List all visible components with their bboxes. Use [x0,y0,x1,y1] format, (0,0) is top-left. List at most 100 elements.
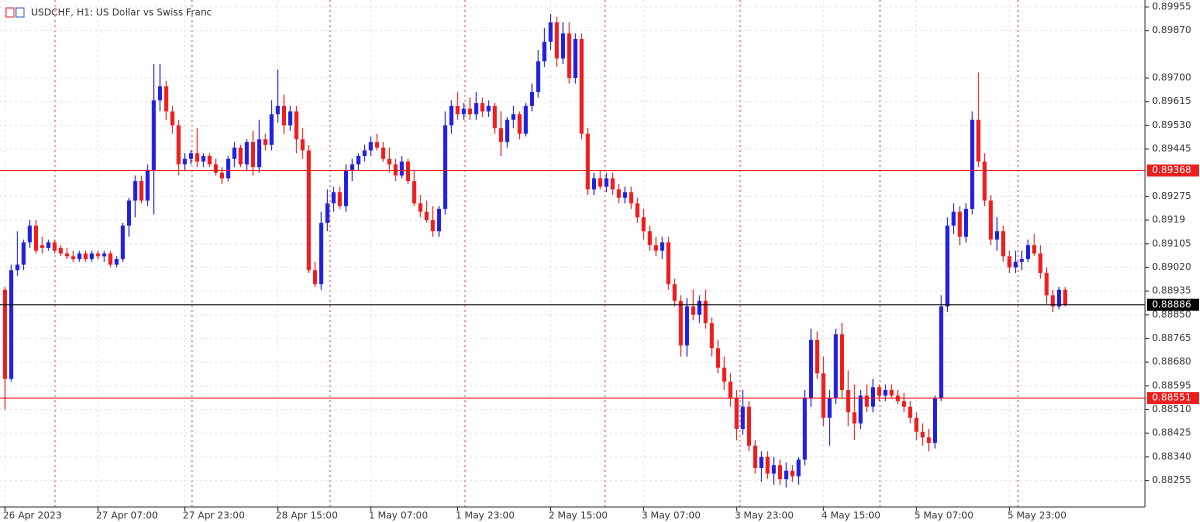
candle-body [995,231,999,240]
candle-body [381,147,386,159]
candle-body [691,306,696,315]
candle-body [139,181,144,201]
candle-body [765,456,770,474]
candle-body [778,465,782,480]
x-tick-label: 5 May 23:00 [1007,511,1066,522]
price-label-box [1147,164,1199,177]
y-tick-label: 0.89615 [1152,96,1191,107]
candle-body [784,470,789,480]
candle-body [244,142,249,165]
candle-body [176,125,181,165]
candle-body [610,178,615,190]
candle-body [15,264,20,271]
candle-body [753,445,758,468]
candle-body [598,178,603,187]
candle-body [449,105,454,126]
y-tick-label: 0.88510 [1152,404,1191,415]
candle-body [641,217,646,232]
candle-body [542,41,547,62]
candle-body [282,105,286,126]
candle-body [34,225,38,251]
candle-body [635,203,640,218]
candle-body [406,161,410,182]
candle-body [46,242,51,248]
y-tick-label: 0.88595 [1152,380,1191,391]
candle-body [325,203,330,223]
candle-body [344,169,348,207]
candle-body [703,300,708,324]
candle-body [790,470,795,477]
candle-body [592,178,596,190]
candle-body [1001,231,1006,257]
y-tick-label: 0.89530 [1152,120,1191,131]
candle-body [678,300,683,346]
candle-body [443,125,448,209]
candle-body [424,211,429,221]
candle-body [77,253,82,260]
candle-body [561,33,565,59]
candle-body [802,398,807,460]
candle-body [908,406,913,418]
candle-body [114,259,119,265]
candle-body [840,334,844,390]
candle-body [926,437,931,443]
candle-body [740,406,745,429]
candle-body [83,253,88,260]
symbol-icon [5,7,25,18]
candle-body [951,211,956,226]
candle-body [511,114,516,120]
x-tick-label: 5 May 07:00 [914,511,973,522]
candle-body [89,253,94,260]
candle-body [548,22,553,42]
candle-body [21,242,26,265]
candle-body [120,225,125,260]
price-label: 0.88886 [1152,299,1191,310]
candle-body [716,348,720,368]
candle-body [238,147,243,165]
y-tick-label: 0.8919 [1152,215,1185,226]
candle-body [170,111,175,126]
candle-body [412,181,417,204]
candle-body [647,231,652,246]
candle-body [71,256,76,260]
candle-body [399,161,404,176]
candle-body [182,158,187,165]
candle-body [133,181,138,201]
candle-body [468,108,472,115]
candle-body [846,390,851,413]
candle-body [474,103,479,115]
candle-body [195,153,200,162]
candle-body [164,86,169,112]
candle-body [914,417,919,432]
chart-title: USDCHF, H1: US Dollar vs Swiss Franc [31,8,212,19]
y-tick-label: 0.89870 [1152,25,1191,36]
candle-body [207,156,212,165]
candle-body [189,153,193,159]
candle-body [939,306,944,399]
candle-body [1013,261,1018,268]
candle-body [567,33,572,78]
candle-body [523,105,528,134]
candle-body [313,270,317,285]
candle-body [257,139,262,168]
candle-body [362,150,367,156]
x-tick-label: 27 Apr 23:00 [183,511,245,522]
candle-body [232,147,237,159]
candle-body [393,164,398,176]
candle-body [809,339,813,399]
candle-body [499,128,503,143]
y-tick-label: 0.88850 [1152,309,1191,320]
candle-body [827,398,832,418]
candle-body [1026,245,1030,260]
candle-body [1057,289,1061,307]
x-tick-label: 1 May 23:00 [456,511,515,522]
candle-body [40,245,45,248]
candle-body [982,161,987,201]
candle-body [331,192,336,204]
price-label: 0.88551 [1152,393,1191,404]
candle-body [145,169,150,201]
candle-body [356,156,361,165]
candle-body [709,323,714,349]
